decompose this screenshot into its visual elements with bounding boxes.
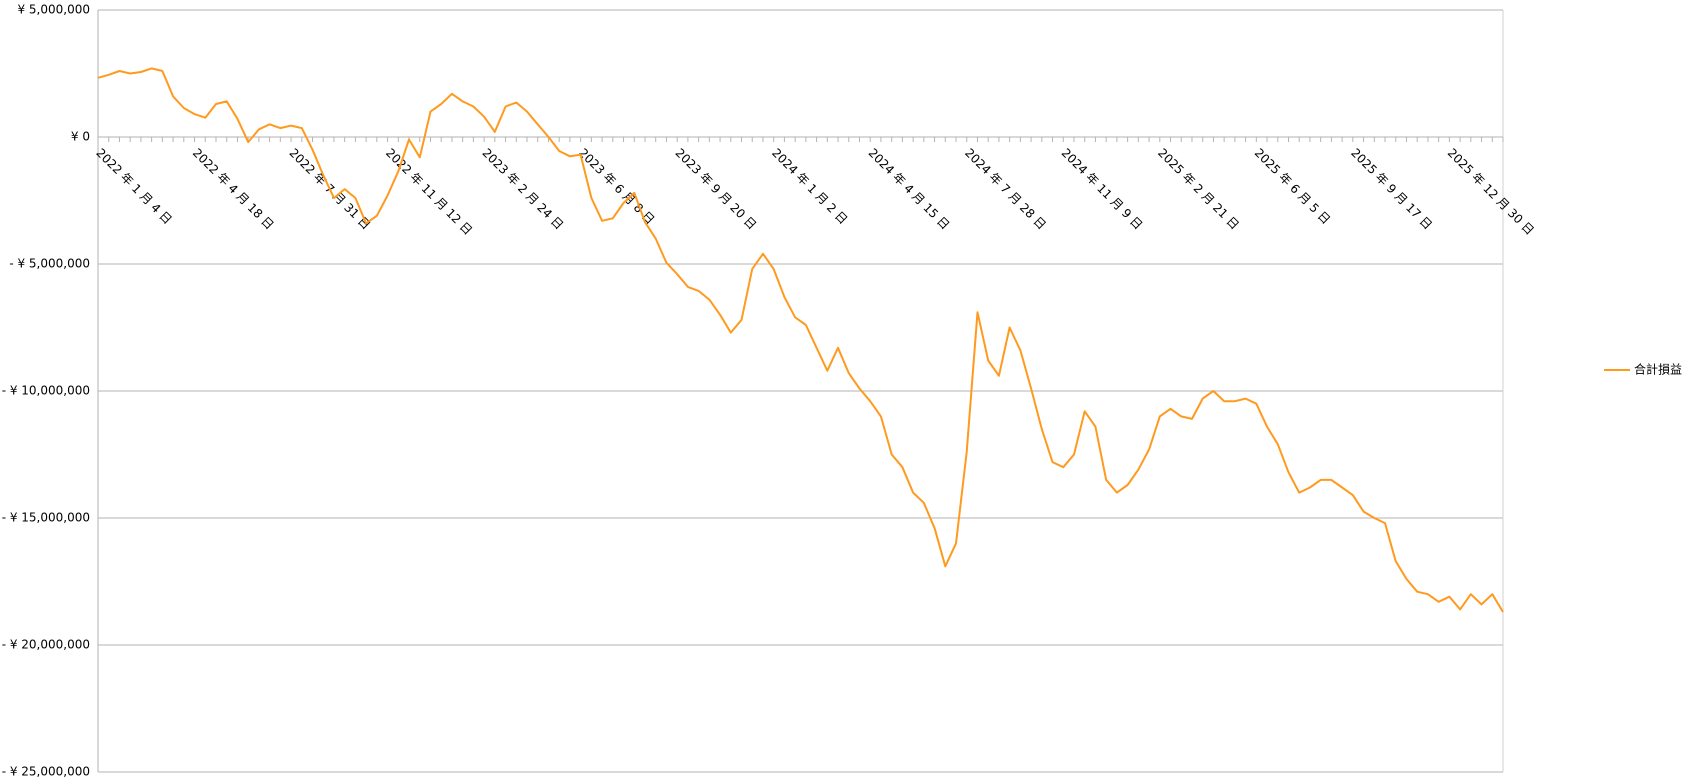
y-tick-label: - ¥ 20,000,000 bbox=[2, 638, 90, 652]
x-tick-label: 2022 年 4 月 18 日 bbox=[190, 146, 277, 233]
x-tick-label: 2024 年 1 月 2 日 bbox=[769, 146, 850, 227]
x-tick-label: 2023 年 9 月 20 日 bbox=[673, 146, 760, 233]
x-tick-label: 2022 年 1 月 4 日 bbox=[93, 146, 174, 227]
line bbox=[97, 67, 1504, 613]
x-tick-label: 2024 年 4 月 15 日 bbox=[866, 146, 953, 233]
y-tick-label: ¥ 5,000,000 bbox=[17, 3, 90, 17]
x-tick-label: 2025 年 9 月 17 日 bbox=[1348, 146, 1435, 233]
x-tick-label: 2025 年 6 月 5 日 bbox=[1252, 146, 1333, 227]
y-tick-label: ¥ 0 bbox=[71, 130, 90, 144]
x-tick-label: 2024 年 7 月 28 日 bbox=[962, 146, 1049, 233]
x-tick-label: 2025 年 2 月 21 日 bbox=[1155, 146, 1242, 233]
y-tick-label: - ¥ 10,000,000 bbox=[2, 384, 90, 398]
legend-label: 合計損益 bbox=[1634, 362, 1682, 377]
x-tick-label: 2025 年 12 月 30 日 bbox=[1445, 146, 1537, 238]
x-tick-label: 2022 年 11 月 12 日 bbox=[383, 146, 475, 238]
x-tick-label: 2024 年 11 月 9 日 bbox=[1059, 146, 1146, 233]
y-tick-label: - ¥ 5,000,000 bbox=[9, 257, 90, 271]
x-tick-label: 2023 年 2 月 24 日 bbox=[480, 146, 567, 233]
y-tick-label: - ¥ 15,000,000 bbox=[2, 511, 90, 525]
y-tick-label: - ¥ 25,000,000 bbox=[2, 765, 90, 779]
